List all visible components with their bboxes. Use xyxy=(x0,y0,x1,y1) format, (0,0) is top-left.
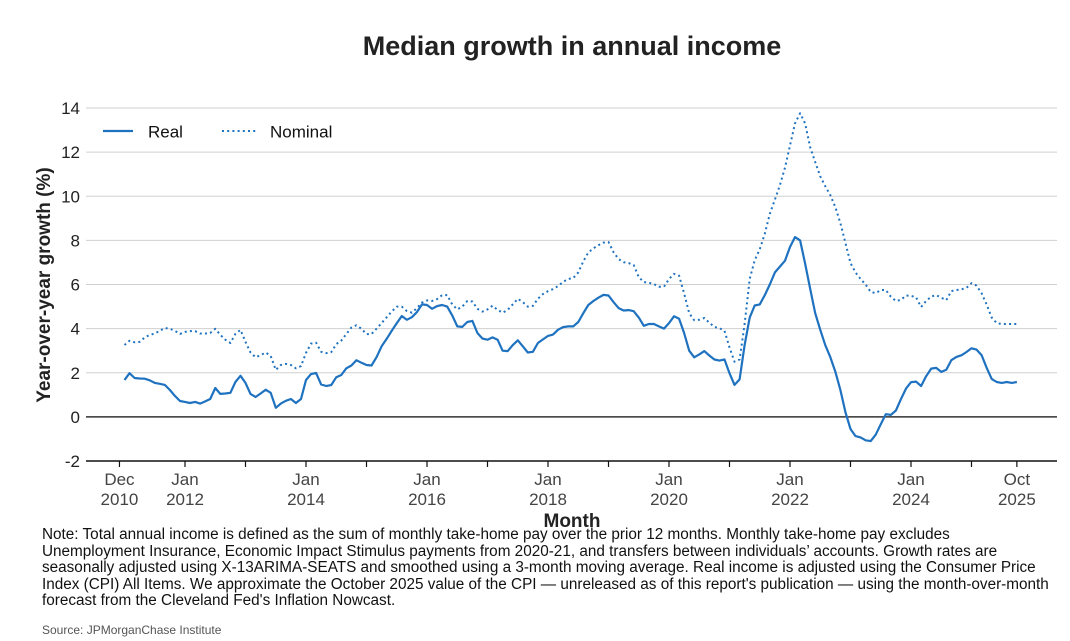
x-tick-label-year: 2010 xyxy=(101,490,139,509)
y-tick-label: 4 xyxy=(71,320,80,339)
x-tick-label-year: 2024 xyxy=(892,490,930,509)
x-tick-label-year: 2025 xyxy=(998,490,1036,509)
legend-label-nominal: Nominal xyxy=(270,123,332,142)
y-tick-label: -2 xyxy=(65,452,80,471)
x-tick-label-month: Oct xyxy=(1004,470,1031,489)
x-tick-label-year: 2016 xyxy=(408,490,446,509)
x-axis-label: Month xyxy=(544,511,601,532)
source-credit: Source: JPMorganChase Institute xyxy=(42,623,222,637)
x-tick-label-year: 2022 xyxy=(771,490,809,509)
x-tick-label-month: Dec xyxy=(104,470,135,489)
x-tick-label-month: Jan xyxy=(776,470,803,489)
y-tick-label: 12 xyxy=(61,143,80,162)
x-tick-label-month: Jan xyxy=(655,470,682,489)
x-tick-label-month: Jan xyxy=(534,470,561,489)
x-tick-label-month: Jan xyxy=(171,470,198,489)
y-tick-label: 6 xyxy=(71,276,80,295)
y-tick-label: 8 xyxy=(71,231,80,250)
x-tick-label-year: 2012 xyxy=(166,490,204,509)
chart-note: Note: Total annual income is defined as … xyxy=(42,526,1049,610)
y-tick-label: 10 xyxy=(61,187,80,206)
series-line-nominal xyxy=(123,112,1017,371)
x-tick-label-year: 2020 xyxy=(650,490,688,509)
x-tick-label-month: Jan xyxy=(413,470,440,489)
y-tick-label: 0 xyxy=(71,408,80,427)
series-line-real xyxy=(123,236,1018,443)
x-tick-label-month: Jan xyxy=(897,470,924,489)
legend-label-real: Real xyxy=(148,123,183,142)
x-tick-label-month: Jan xyxy=(292,470,319,489)
chart-title: Median growth in annual income xyxy=(363,31,782,61)
legend: Real Nominal xyxy=(103,123,332,142)
x-tick-label-year: 2018 xyxy=(529,490,567,509)
y-tick-label: 2 xyxy=(71,364,80,383)
y-tick-label: 14 xyxy=(61,99,80,118)
y-axis-label: Year-over-year growth (%) xyxy=(34,167,55,402)
x-tick-label-year: 2014 xyxy=(287,490,325,509)
